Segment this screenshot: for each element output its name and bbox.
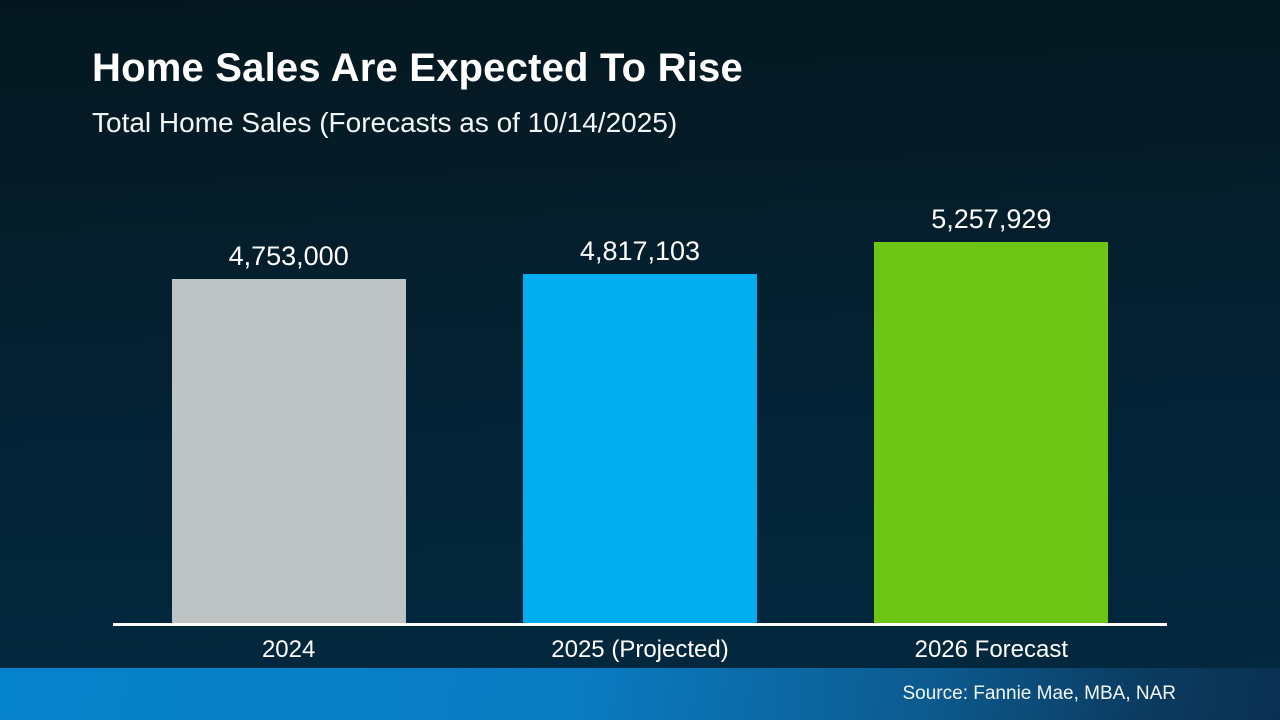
bar-group-2024: 4,753,000 [113, 240, 464, 624]
x-axis-labels: 2024 2025 (Projected) 2026 Forecast [113, 636, 1167, 664]
x-axis-label-2024: 2024 [261, 636, 316, 663]
bar-group-2026-forecast: 5,257,929 [816, 203, 1167, 624]
bar-group-2025-projected: 4,817,103 [464, 235, 815, 624]
bar-value-label-2024: 4,753,000 [228, 241, 349, 271]
bar-value-label-2026: 5,257,929 [931, 204, 1052, 234]
bar-series: 4,753,000 4,817,103 5,257,929 [113, 0, 1167, 624]
slide-header: Home Sales Are Expected To Rise Total Ho… [92, 46, 743, 139]
bar-2025-projected [522, 274, 757, 624]
page-title: Home Sales Are Expected To Rise [92, 46, 743, 90]
bar-chart: 4,753,000 4,817,103 5,257,929 2024 2025 … [113, 0, 1167, 720]
bar-2024 [171, 279, 406, 624]
footer-bar: Source: Fannie Mae, MBA, NAR [0, 668, 1280, 720]
x-axis-label-2025-projected: 2025 (Projected) [551, 636, 729, 663]
bar-2026-forecast [874, 242, 1109, 624]
source-text: Source: Fannie Mae, MBA, NAR [902, 683, 1177, 704]
x-axis-line [113, 623, 1167, 626]
bar-value-label-2025: 4,817,103 [579, 236, 701, 266]
x-axis-label-2026-forecast: 2026 Forecast [914, 636, 1069, 663]
page-subtitle: Total Home Sales (Forecasts as of 10/14/… [92, 107, 678, 138]
